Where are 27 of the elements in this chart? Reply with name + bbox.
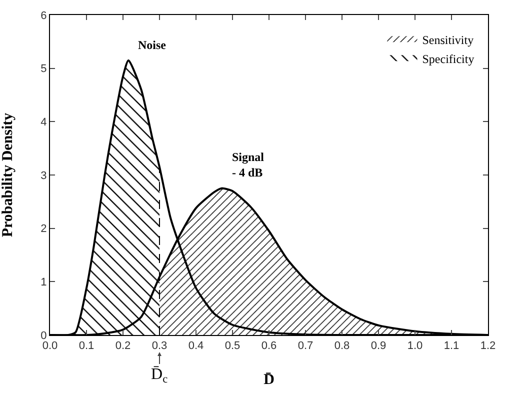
y-tick-label: 2	[40, 223, 47, 236]
x-tick-label: 0.6	[261, 340, 277, 352]
x-axis-title: D̄	[264, 372, 275, 388]
x-tick-label: 0.8	[334, 340, 350, 352]
x-tick-label: 0.0	[42, 340, 58, 352]
x-tick-label: 0.5	[224, 340, 240, 352]
x-tick-label: 1.1	[444, 340, 460, 352]
y-axis-title: Probability Density	[0, 112, 16, 238]
x-tick-label: 0.2	[115, 340, 131, 352]
y-tick-label: 5	[40, 63, 47, 76]
x-tick-label: 0.3	[152, 340, 168, 352]
ref-line-label: D̄$_{c}$	[151, 366, 168, 386]
x-tick-label: 1.0	[407, 340, 423, 352]
x-tick-label: 0.4	[188, 340, 204, 352]
x-tick-label: 1.2	[480, 340, 496, 352]
x-tick-label: 0.1	[78, 340, 94, 352]
legend-label: Specificity	[422, 52, 474, 66]
y-tick-label: 3	[40, 170, 47, 182]
series-label: Signal - 4 dB	[232, 150, 265, 180]
y-tick-label: 4	[40, 116, 47, 129]
x-tick-label: 0.9	[370, 340, 386, 352]
y-tick-label: 1	[40, 276, 47, 289]
series-label: Noise	[138, 38, 167, 52]
legend-label: Sensitivity	[422, 32, 474, 47]
x-tick-label: 0.7	[298, 340, 314, 352]
y-tick-label: 0	[40, 330, 47, 342]
y-tick-label: 6	[40, 10, 47, 22]
